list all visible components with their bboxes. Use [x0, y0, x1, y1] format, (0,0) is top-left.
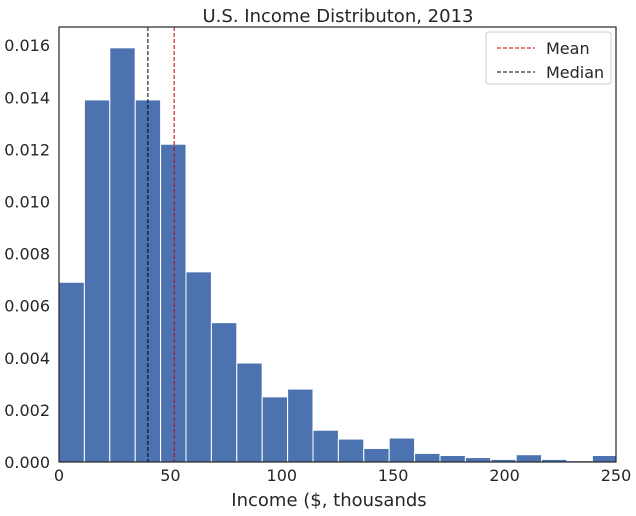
- histogram-bar: [312, 429, 339, 463]
- histogram-bar: [58, 281, 85, 463]
- x-tick-label: 100: [267, 466, 298, 485]
- y-tick-label: 0.002: [4, 401, 50, 420]
- legend: Mean Median: [485, 31, 612, 85]
- histogram-bar: [363, 447, 390, 463]
- y-tick-label: 0.000: [4, 453, 50, 472]
- reference-lines: [147, 27, 175, 462]
- y-tick-label: 0.012: [4, 140, 50, 159]
- x-tick-label: 250: [601, 466, 632, 485]
- histogram-bar: [464, 457, 492, 463]
- y-tick-label: 0.014: [4, 88, 50, 107]
- y-axis-ticks: 0.000 0.002 0.004 0.006 0.008 0.010 0.012 0.014…: [4, 36, 50, 472]
- histogram-bar: [337, 438, 365, 463]
- histogram-bar: [210, 322, 238, 463]
- y-tick-label: 0.008: [4, 245, 50, 264]
- histogram-bar: [439, 454, 466, 463]
- y-tick-label: 0.016: [4, 36, 50, 55]
- x-tick-label: 50: [160, 466, 180, 485]
- histogram-bar: [160, 143, 187, 463]
- y-tick-label: 0.004: [4, 349, 50, 368]
- x-axis-ticks: 0 50 100 150 200 250: [54, 466, 631, 485]
- histogram-bar: [185, 271, 212, 463]
- x-tick-label: 200: [489, 466, 520, 485]
- histogram-bar: [414, 452, 441, 463]
- x-axis-label: Income ($, thousands: [231, 490, 426, 511]
- histogram-bar: [515, 454, 543, 463]
- median-legend-label: Median: [546, 63, 604, 82]
- histogram-bar: [83, 99, 111, 463]
- histogram-bar: [109, 47, 136, 463]
- y-tick-label: 0.010: [4, 193, 50, 212]
- histogram-bar: [388, 437, 416, 463]
- y-tick-label: 0.006: [4, 297, 50, 316]
- histogram-bar: [236, 362, 263, 463]
- histogram-bar: [591, 454, 617, 463]
- x-tick-label: 150: [378, 466, 409, 485]
- histogram-bar: [261, 396, 289, 463]
- mean-legend-label: Mean: [546, 39, 590, 58]
- legend-frame: [485, 31, 612, 85]
- chart-title: U.S. Income Distributon, 2013: [203, 6, 474, 27]
- x-tick-label: 0: [54, 466, 64, 485]
- histogram-bars: [58, 47, 617, 463]
- plot-frame: [58, 26, 617, 463]
- histogram-bar: [287, 388, 314, 463]
